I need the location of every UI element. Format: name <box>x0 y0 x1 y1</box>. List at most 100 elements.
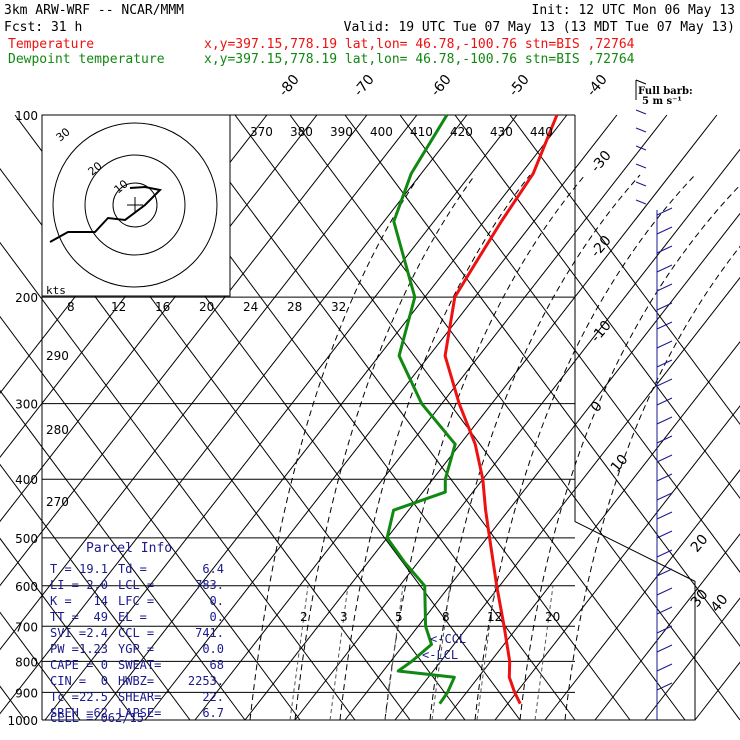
parcel-row-cell: CAPE = <box>50 658 93 672</box>
moist-adiabat <box>564 245 740 721</box>
hodograph-speed-label: 16 <box>155 300 170 314</box>
mixing-ratio-label: 5 <box>395 610 403 624</box>
wind-barb <box>656 302 673 311</box>
isotherm-label: 10 <box>608 452 632 476</box>
hodograph-trace <box>49 185 163 243</box>
pressure-label-600: 600 <box>15 580 38 594</box>
wind-barb-upper <box>635 163 647 169</box>
parcel-row-cell: 0. <box>210 610 224 624</box>
isotherm <box>194 114 668 721</box>
parcel-row-cell: CIN = <box>50 674 86 688</box>
pressure-label-100: 100 <box>15 109 38 123</box>
dry-adiabat <box>0 315 301 721</box>
parcel-info-title: Parcel Info <box>86 541 172 556</box>
theta-e-label: 420 <box>450 125 473 139</box>
forecast-hour: Fcst: 31 h <box>4 20 82 35</box>
wind-barb <box>656 492 673 501</box>
isotherm-label: -10 <box>588 318 615 346</box>
pressure-label-400: 400 <box>15 473 38 487</box>
dry-adiabat <box>0 537 136 721</box>
isotherm <box>0 114 368 587</box>
isotherm-label: -70 <box>351 72 378 100</box>
parcel-row-cell: 783. <box>195 578 224 592</box>
theta-label: 270 <box>46 495 69 509</box>
hodograph-speed-label: 8 <box>67 300 75 314</box>
isotherm-label: 30 <box>688 587 712 611</box>
isotherm <box>244 114 718 721</box>
mixing-ratio-line <box>289 585 309 721</box>
pressure-label-900: 900 <box>15 686 38 700</box>
moist-adiabat <box>339 174 531 721</box>
parcel-row-cell: 49 <box>94 610 108 624</box>
parcel-row-cell: 0.0 <box>202 642 224 656</box>
theta-e-label: 380 <box>290 125 313 139</box>
mixing-ratio-label: 3 <box>340 610 348 624</box>
isotherm <box>144 114 618 721</box>
parcel-row-cell: 0 <box>101 658 108 672</box>
parcel-row-cell: 14 <box>94 594 108 608</box>
parcel-row-cell: LCL = <box>118 578 154 592</box>
isotherm <box>94 114 568 721</box>
parcel-row-cell: SWEAT= <box>118 658 161 672</box>
parcel-row-cell: 68 <box>210 658 224 672</box>
isotherm-label: -60 <box>428 72 455 100</box>
isotherm <box>594 533 740 721</box>
isotherm <box>294 148 740 721</box>
dry-adiabat <box>289 114 740 721</box>
theta-label: 280 <box>46 423 69 437</box>
isotherm <box>0 114 468 715</box>
wind-barb-upper <box>635 145 647 151</box>
isotherm-label: 20 <box>688 532 712 556</box>
pressure-label-1000: 1000 <box>7 714 38 728</box>
wind-barb-upper <box>635 199 647 205</box>
barb-legend-flag <box>635 79 647 85</box>
wind-barb <box>656 397 673 406</box>
theta-e-label: 400 <box>370 125 393 139</box>
wind-barb-upper <box>635 109 647 115</box>
parcel-row-cell: CCL = <box>118 626 154 640</box>
temperature-profile <box>443 114 559 705</box>
isotherm-label: -50 <box>506 72 533 100</box>
dry-adiabat <box>344 114 740 647</box>
hodograph-units: kts <box>46 284 66 297</box>
hodograph-speed-label: 20 <box>199 300 214 314</box>
moist-adiabat <box>474 174 696 721</box>
barb-legend-units: 5 m s⁻¹ <box>642 96 682 107</box>
dry-adiabat <box>234 114 686 721</box>
dry-adiabat <box>454 114 740 500</box>
pressure-label-300: 300 <box>15 398 38 412</box>
wind-barb <box>656 473 673 482</box>
dry-adiabat <box>0 463 191 721</box>
moist-adiabat <box>429 174 641 721</box>
isotherm-label: -30 <box>588 148 615 176</box>
wind-barb <box>656 549 673 558</box>
parcel-row-cell: TT = <box>50 610 79 624</box>
mixing-ratio-label: 20 <box>545 610 560 624</box>
dry-adiabat <box>0 389 246 721</box>
model-title: 3km ARW-WRF -- NCAR/MMM <box>4 3 184 18</box>
wind-barb <box>656 606 673 615</box>
hodograph-speed-label: 24 <box>243 300 258 314</box>
moist-adiabat <box>249 174 421 721</box>
moist-adiabat <box>294 174 476 721</box>
mixing-ratio-line <box>534 585 554 721</box>
pressure-label-500: 500 <box>15 532 38 546</box>
parcel-row-cell: T = <box>50 562 72 576</box>
wind-barb <box>656 226 673 235</box>
parcel-row-cell: 62 <box>94 706 108 720</box>
wind-barb <box>656 283 673 292</box>
wind-barb <box>656 378 673 387</box>
parcel-info-panel: Parcel Info T = 19.1 Td = 6.4 LI = 2.0 LCL = 78… <box>50 541 224 725</box>
parcel-row-cell: PW = <box>50 642 79 656</box>
wind-barb <box>656 587 673 596</box>
wind-barb <box>656 568 673 577</box>
legend-dewpoint: Dewpoint temperature <box>8 52 165 67</box>
location-temperature: x,y=397.15,778.19 lat,lon= 46.78,-100.76… <box>204 37 635 52</box>
parcel-row-cell: 741. <box>195 626 224 640</box>
parcel-row-cell: LAPSE= <box>118 706 161 720</box>
dry-adiabat <box>179 114 631 721</box>
theta-e-label: 440 <box>530 125 553 139</box>
dry-adiabat <box>509 114 740 426</box>
parcel-row-cell: 2253. <box>188 674 224 688</box>
